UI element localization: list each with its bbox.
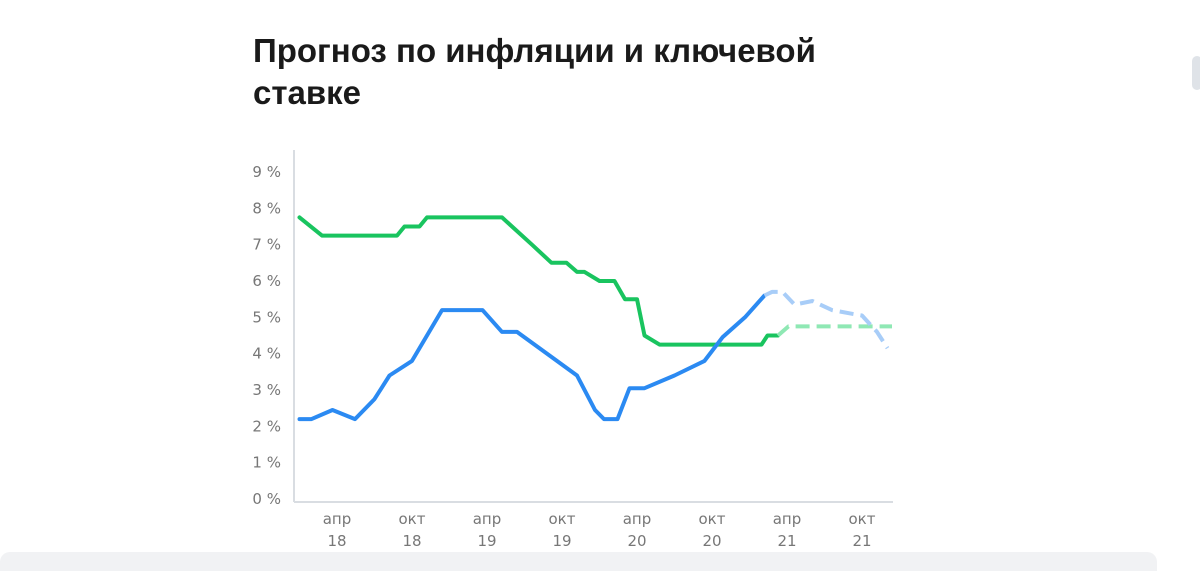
y-tick-label: 0 % [252, 490, 281, 508]
x-tick-label: окт 21 [849, 510, 876, 550]
x-tick-text: 20 [702, 532, 721, 550]
x-tick-text: апр [473, 510, 502, 528]
x-tick-text: окт [699, 510, 726, 528]
x-tick-label: апр 21 [773, 510, 802, 550]
y-axis-labels: 0 % 1 % 2 % 3 % 4 % 5 % 6 % 7 % 8 % 9 % [252, 163, 281, 508]
x-tick-text: окт [549, 510, 576, 528]
x-tick-text: 21 [852, 532, 871, 550]
x-tick-text: апр [623, 510, 652, 528]
series-line-2 [297, 293, 767, 422]
x-tick-text: 20 [627, 532, 646, 550]
y-tick-label: 6 % [252, 272, 281, 290]
y-tick-label: 3 % [252, 381, 281, 399]
forecast-line-1 [776, 324, 892, 338]
x-tick-text: апр [323, 510, 352, 528]
y-tick-label: 9 % [252, 163, 281, 181]
x-tick-text: 18 [327, 532, 346, 550]
y-tick-label: 8 % [252, 199, 281, 217]
x-tick-text: 19 [552, 532, 571, 550]
x-tick-text: окт [849, 510, 876, 528]
x-tick-text: окт [399, 510, 426, 528]
x-tick-text: 19 [477, 532, 496, 550]
x-tick-text: 18 [402, 532, 421, 550]
y-tick-label: 4 % [252, 345, 281, 363]
x-tick-label: окт 19 [549, 510, 576, 550]
x-axis-labels: апр 18 окт 18 апр 19 окт 19 апр 20 окт 20 апр 21 окт 21 [323, 510, 876, 550]
chart-title: Прогноз по инфляции и ключевой ставке [253, 32, 816, 111]
x-tick-text: апр [773, 510, 802, 528]
y-tick-label: 2 % [252, 417, 281, 435]
series-lines [297, 215, 892, 422]
x-tick-label: окт 20 [699, 510, 726, 550]
forecast-line-3 [763, 289, 890, 350]
scrollbar-handle[interactable] [1192, 56, 1200, 90]
series-line-0 [297, 215, 780, 347]
y-tick-label: 1 % [252, 454, 281, 472]
y-tick-label: 5 % [252, 308, 281, 326]
y-tick-label: 7 % [252, 236, 281, 254]
x-tick-label: окт 18 [399, 510, 426, 550]
x-tick-label: апр 18 [323, 510, 352, 550]
x-tick-text: 21 [777, 532, 796, 550]
x-tick-label: апр 20 [623, 510, 652, 550]
x-tick-label: апр 19 [473, 510, 502, 550]
bottom-panel [0, 552, 1157, 571]
